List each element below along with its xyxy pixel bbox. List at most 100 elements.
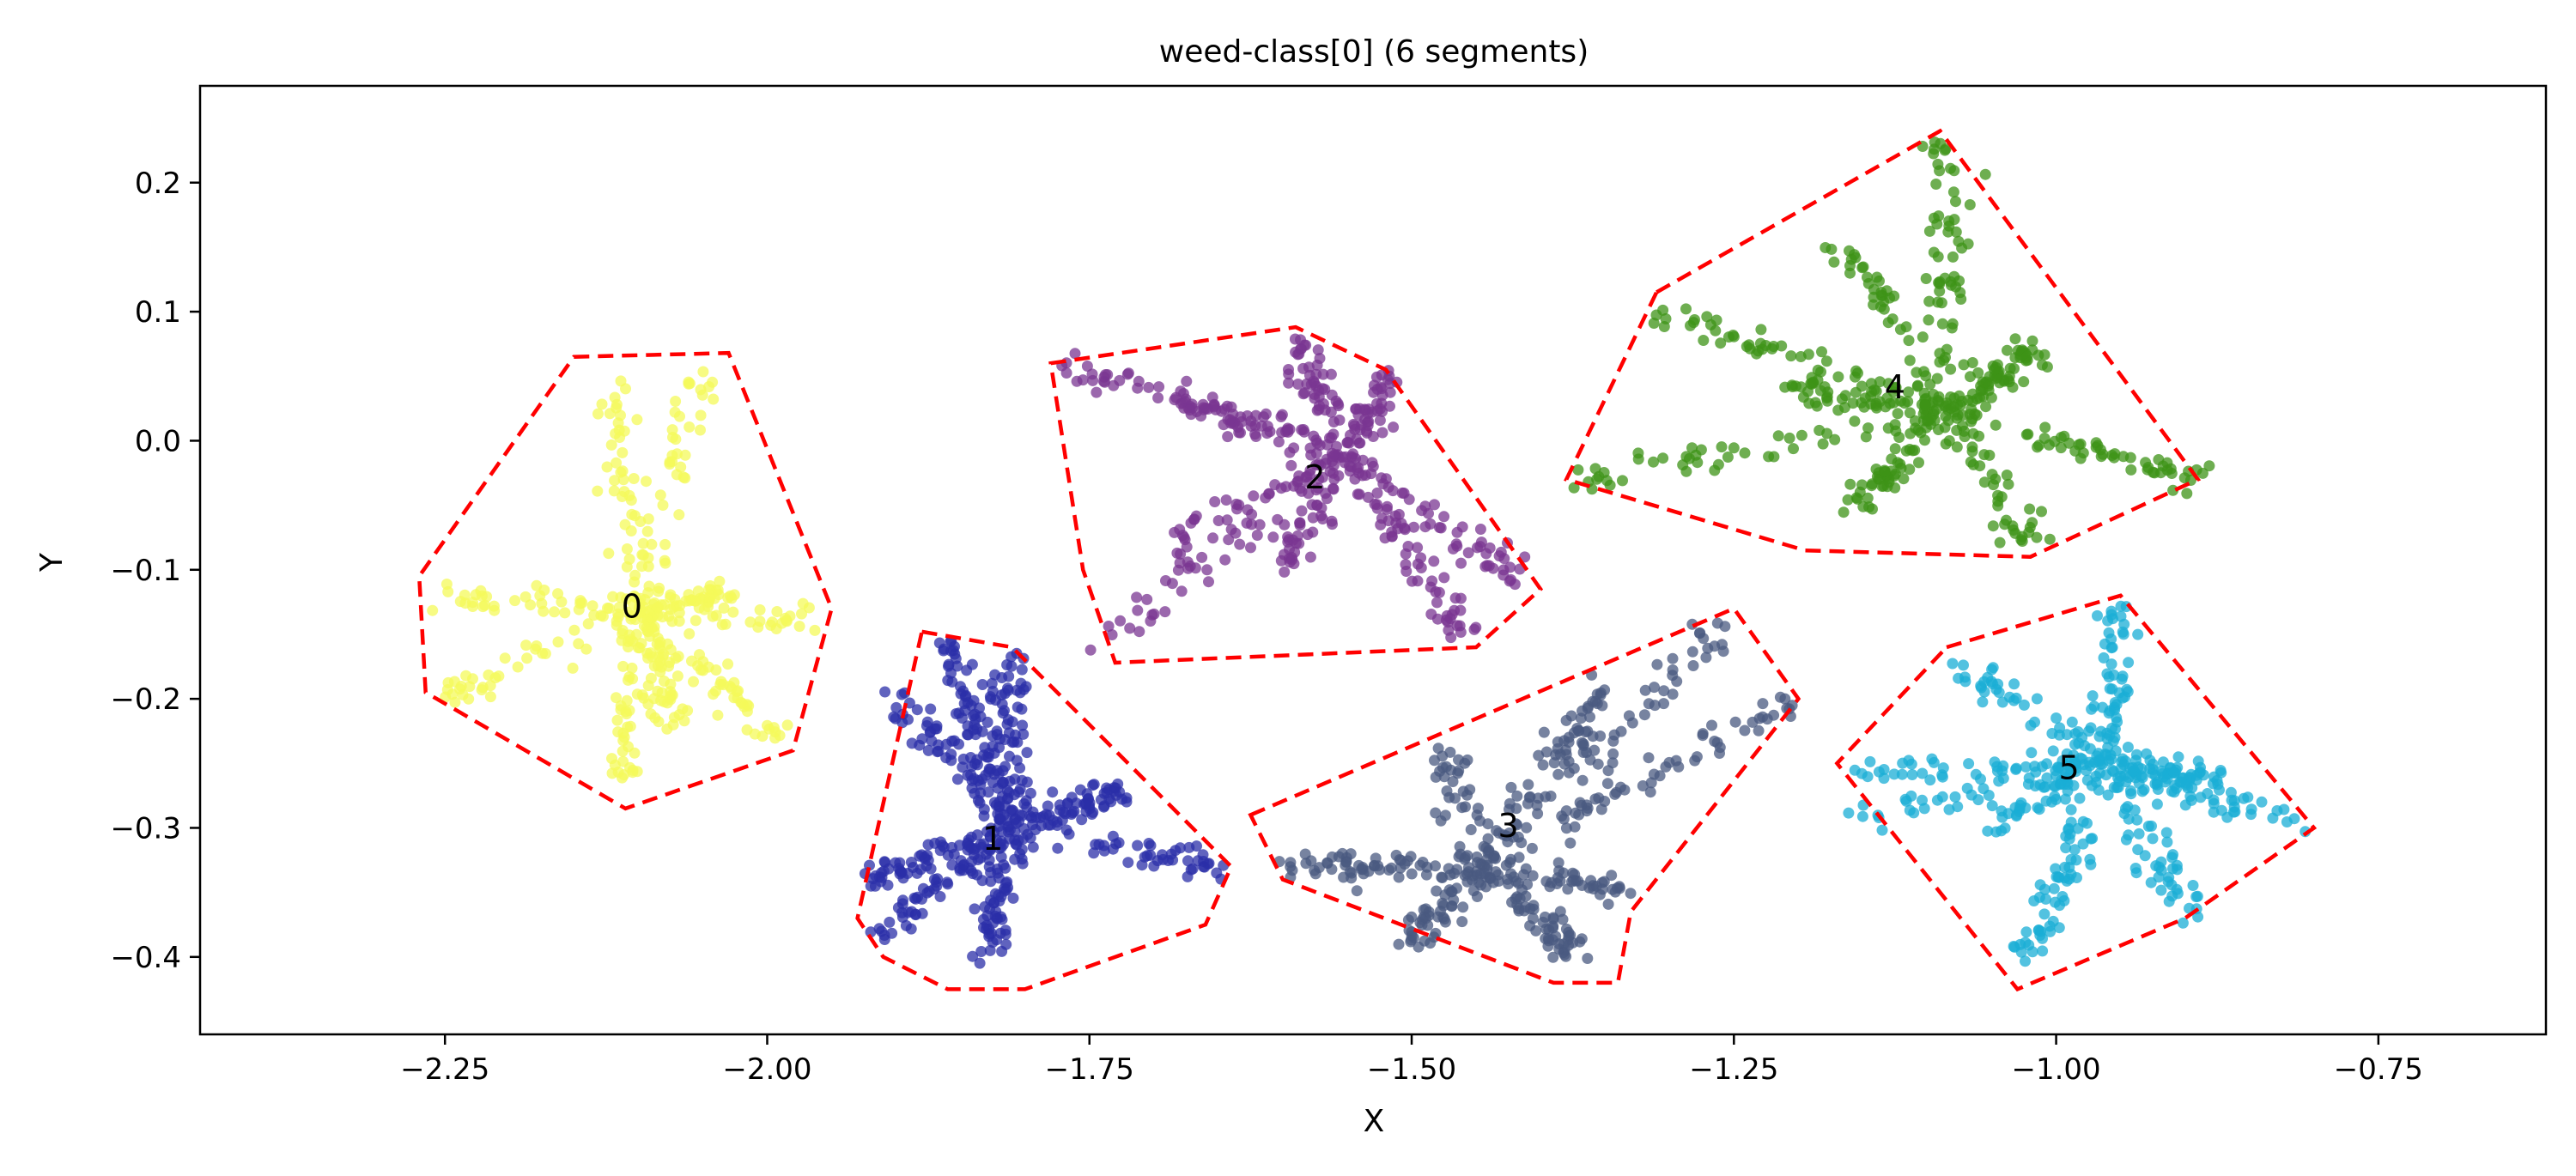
data-point [1545, 791, 1557, 802]
data-point [708, 393, 720, 405]
data-point [2142, 821, 2154, 832]
data-point [1999, 518, 2011, 530]
data-point [1170, 845, 1182, 857]
data-point [1884, 397, 1896, 409]
data-point [1076, 814, 1088, 826]
data-point [2111, 782, 2123, 794]
data-point [1412, 575, 1424, 587]
data-point [1141, 593, 1153, 605]
data-point [1934, 276, 1946, 288]
data-point [657, 500, 669, 511]
data-point [2123, 657, 2135, 669]
data-point [1325, 406, 1337, 418]
data-point [1920, 273, 1932, 284]
data-point [749, 728, 761, 740]
data-point [1122, 367, 1134, 379]
data-point [864, 859, 875, 871]
data-point [2095, 725, 2107, 737]
data-point [1828, 256, 1840, 268]
data-point [708, 592, 720, 604]
data-point [2022, 428, 2034, 440]
data-point [1273, 436, 1285, 448]
data-point [623, 674, 634, 686]
data-point [623, 553, 635, 565]
data-point [1651, 658, 1663, 670]
data-point [1648, 456, 1659, 468]
data-point [960, 689, 972, 701]
data-point [708, 688, 720, 700]
data-point [1563, 926, 1575, 938]
data-point [1931, 794, 1943, 806]
data-point [686, 655, 697, 667]
data-point [641, 525, 653, 537]
data-point [2195, 791, 2207, 803]
data-point [1475, 536, 1487, 549]
data-point [1093, 839, 1105, 851]
data-point [2010, 810, 2022, 822]
x-axis-label: X [1364, 1104, 1385, 1139]
data-point [1582, 702, 1594, 714]
data-point [780, 612, 791, 624]
data-point [1022, 828, 1034, 840]
data-point [1175, 385, 1187, 397]
data-point [716, 619, 728, 631]
data-point [1185, 864, 1197, 876]
data-point [1722, 452, 1734, 463]
data-point [1812, 374, 1824, 386]
data-point [623, 705, 635, 717]
data-point [1018, 798, 1030, 809]
data-point [1004, 824, 1016, 836]
data-point [1671, 676, 1683, 688]
data-point [997, 776, 1009, 788]
data-point [1625, 888, 1637, 900]
data-point [1455, 557, 1467, 569]
data-point [2081, 817, 2093, 829]
data-point [631, 414, 643, 426]
data-point [2036, 359, 2048, 371]
data-point [1176, 585, 1188, 597]
data-point [1575, 712, 1587, 724]
data-point [481, 591, 493, 603]
data-point [1437, 900, 1449, 912]
data-point [897, 872, 909, 884]
data-point [1376, 427, 1388, 439]
data-point [951, 773, 963, 785]
data-point [1882, 378, 1894, 390]
data-point [975, 779, 987, 791]
data-point [596, 398, 608, 410]
data-point [695, 424, 706, 436]
data-point [1432, 743, 1444, 755]
data-point [946, 676, 958, 688]
data-point [568, 624, 580, 636]
data-point [1084, 644, 1097, 656]
data-point [906, 737, 918, 749]
data-point [1945, 363, 1957, 375]
data-point [1014, 783, 1026, 795]
data-point [1222, 431, 1234, 443]
data-point [617, 660, 629, 672]
data-point [552, 636, 564, 648]
data-point [1854, 486, 1866, 498]
data-point [2085, 858, 2097, 870]
data-point [1471, 891, 1483, 902]
data-point [1132, 840, 1144, 852]
data-point [1970, 768, 1982, 780]
data-point [1109, 785, 1121, 797]
data-point [1422, 919, 1434, 931]
data-point [637, 537, 649, 549]
data-point [2125, 464, 2137, 476]
data-point [1608, 729, 1620, 741]
data-point [738, 700, 750, 712]
data-point [983, 861, 995, 873]
data-point [483, 669, 495, 681]
data-point [2104, 730, 2116, 742]
data-point [1554, 875, 1566, 887]
data-point [1146, 609, 1158, 621]
data-point [1077, 374, 1089, 386]
data-point [1920, 370, 1932, 382]
data-point [1504, 797, 1516, 809]
data-point [665, 589, 677, 601]
data-point [2132, 844, 2144, 856]
data-point [2023, 772, 2035, 784]
